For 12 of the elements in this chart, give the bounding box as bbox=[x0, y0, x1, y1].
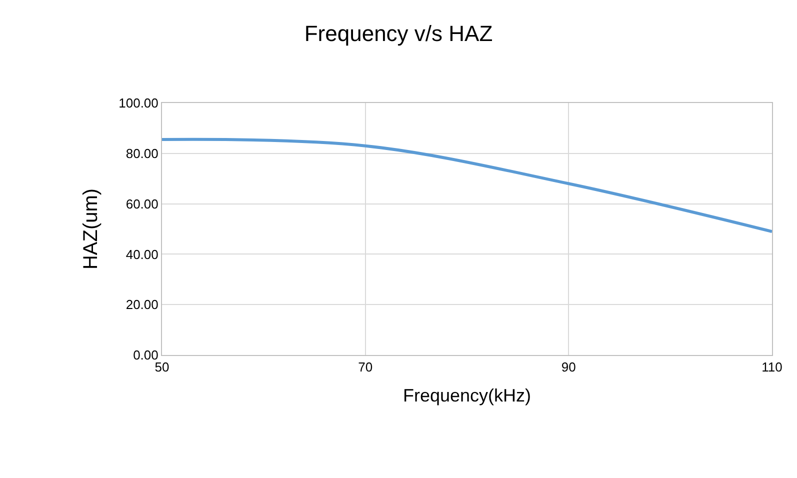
x-tick-label: 110 bbox=[762, 360, 782, 375]
y-tick-label: 100.00 bbox=[118, 96, 158, 111]
line-series bbox=[162, 138, 772, 234]
x-tick-label: 70 bbox=[358, 360, 373, 375]
y-tick-label: 60.00 bbox=[126, 196, 158, 212]
x-axis-title: Frequency(kHz) bbox=[402, 386, 532, 406]
x-tick-label: 90 bbox=[561, 360, 576, 375]
y-axis-title: HAZ(um) bbox=[80, 188, 102, 270]
y-tick-label: 80.00 bbox=[126, 146, 158, 161]
y-tick-label: 40.00 bbox=[126, 246, 158, 262]
chart-title: Frequency v/s HAZ bbox=[304, 21, 493, 46]
y-tick-label: 20.00 bbox=[126, 297, 158, 312]
